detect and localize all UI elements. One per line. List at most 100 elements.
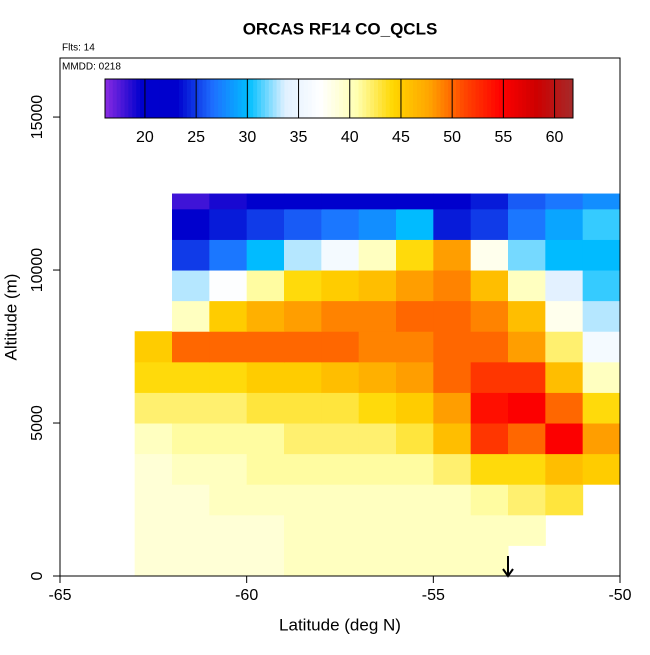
colorbar-swatch [268, 79, 274, 118]
colorbar-swatch [120, 79, 125, 118]
heat-cell [209, 484, 248, 516]
colorbar-swatch [401, 79, 406, 118]
colorbar-swatch [214, 79, 219, 118]
colorbar-swatch [413, 79, 418, 118]
heat-cell [284, 300, 322, 332]
heat-cell [134, 545, 173, 577]
heat-cell [358, 331, 397, 363]
heat-cell [172, 239, 210, 271]
colorbar-swatch [307, 79, 313, 118]
heat-cell [470, 300, 509, 332]
heat-cell [508, 331, 546, 363]
heat-cell [508, 300, 546, 332]
heat-cell [470, 392, 509, 424]
colorbar-swatch [370, 79, 375, 118]
colorbar-swatch [222, 79, 227, 118]
heat-cell [172, 208, 210, 240]
heat-cell [358, 545, 397, 577]
heat-cell [433, 361, 472, 393]
heat-cell [284, 484, 322, 516]
colorbar-swatch [514, 79, 519, 118]
heat-cell [433, 193, 472, 210]
colorbar-swatch [151, 79, 157, 118]
colorbar-swatch [159, 79, 164, 118]
heat-cell [396, 270, 434, 302]
heat-cell [433, 208, 472, 240]
heat-cell [396, 453, 434, 485]
heat-cell [358, 453, 397, 485]
colorbar-swatch [210, 79, 215, 118]
heat-cell [508, 514, 546, 546]
heat-cell [321, 331, 360, 363]
heat-cell [582, 392, 621, 424]
colorbar-swatch [257, 79, 262, 118]
colorbar-swatch [526, 79, 531, 118]
heat-cell [321, 300, 360, 332]
colorbar-swatch [522, 79, 527, 118]
heat-cell [284, 545, 322, 577]
heat-cell [582, 361, 621, 393]
chart-title: ORCAS RF14 CO_QCLS [243, 19, 438, 38]
heat-cell [470, 484, 509, 516]
heat-cell [134, 361, 173, 393]
heat-cell [358, 361, 397, 393]
colorbar-swatch [327, 79, 332, 118]
heat-cell [321, 239, 360, 271]
heat-cell [358, 514, 397, 546]
annotation: Flts: 14 [62, 43, 95, 54]
colorbar-swatch [534, 79, 539, 118]
colorbar-swatch [112, 79, 118, 118]
colorbar-swatch [385, 79, 391, 118]
heat-cell [172, 392, 210, 424]
colorbar-swatch [190, 79, 196, 118]
heat-cell [470, 208, 509, 240]
heat-cell [396, 545, 434, 577]
colorbar-frame [104, 78, 574, 119]
colorbar-swatch [420, 79, 426, 118]
colorbar-swatch [459, 79, 465, 118]
y-axis-label: Altitude (m) [1, 274, 20, 361]
heat-cell [321, 453, 360, 485]
heat-cell [545, 208, 584, 240]
marker-arrow [502, 556, 514, 578]
colorbar-swatch [432, 79, 437, 118]
colorbar-tick-label: 40 [341, 129, 359, 146]
heat-cell [209, 239, 248, 271]
heat-cell [246, 300, 285, 332]
colorbar-swatch [218, 79, 223, 118]
colorbar-swatch [183, 79, 188, 118]
colorbar-swatch [284, 79, 289, 118]
colorbar-swatch [132, 79, 137, 118]
heat-cell [321, 392, 360, 424]
heat-cell [209, 514, 248, 546]
heat-cell [172, 423, 210, 455]
colorbar-tick-label: 45 [392, 129, 410, 146]
heat-cell [396, 392, 434, 424]
heat-cell [172, 331, 210, 363]
heat-cell [470, 270, 509, 302]
heat-cell [396, 239, 434, 271]
colorbar-swatch [561, 79, 566, 118]
heat-cell [433, 392, 472, 424]
colorbar-swatch [186, 79, 192, 118]
colorbar-swatch [448, 79, 453, 118]
heat-cell [582, 423, 621, 455]
colorbar-tick-label: 35 [290, 129, 308, 146]
heat-cell [246, 331, 285, 363]
heat-cell [246, 270, 285, 302]
colorbar-swatch [541, 79, 547, 118]
heat-cell [358, 208, 397, 240]
heat-cell [545, 193, 584, 210]
colorbar-swatch [491, 79, 496, 118]
heat-cell [508, 270, 546, 302]
colorbar-swatch [436, 79, 441, 118]
heat-cell [246, 208, 285, 240]
colorbar-swatch [108, 79, 114, 118]
colorbar-swatch [378, 79, 383, 118]
colorbar-swatch [518, 79, 523, 118]
colorbar-swatch [163, 79, 168, 118]
heat-cell [209, 423, 248, 455]
heat-cell [582, 270, 621, 302]
heat-cell [172, 300, 210, 332]
colorbar-swatch [487, 79, 492, 118]
